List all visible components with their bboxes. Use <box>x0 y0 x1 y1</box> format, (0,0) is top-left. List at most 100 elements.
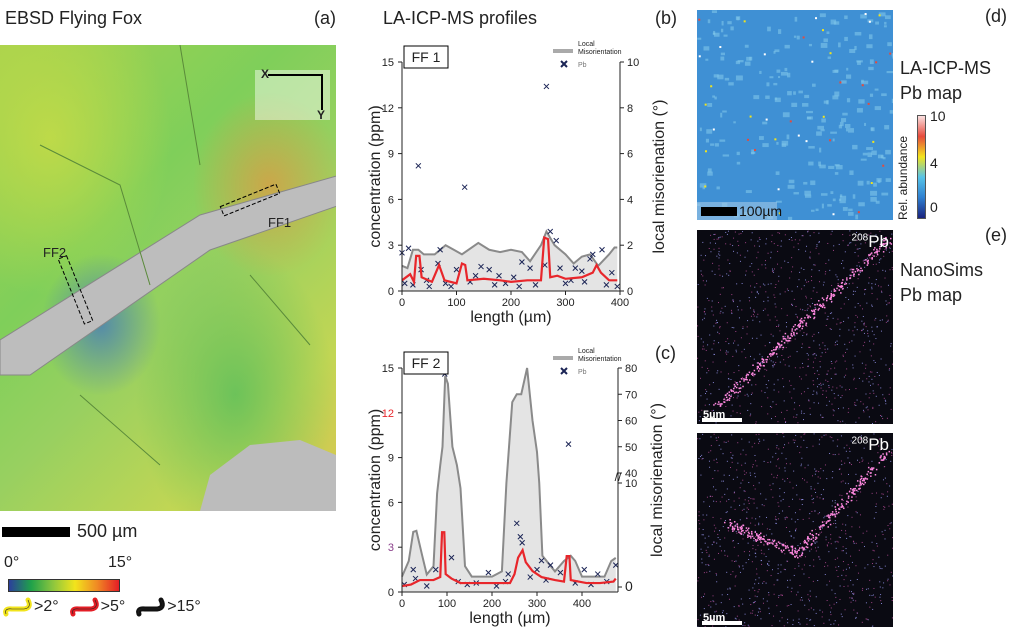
nanosims-count <box>835 274 837 276</box>
pb-map-texture <box>862 152 868 156</box>
nanosims-count <box>711 306 713 308</box>
nanosims-count <box>798 618 800 620</box>
pb-map-texture <box>714 96 717 100</box>
y2-tick-label: 10 <box>627 57 639 69</box>
nanosims-count <box>743 508 745 510</box>
nanosims-count <box>822 470 824 472</box>
nanosims-vein-count <box>797 324 799 327</box>
nanosims-count <box>786 478 788 480</box>
nanosims-count <box>839 385 841 387</box>
nanosims-count <box>765 582 767 584</box>
nanosims-vein-count <box>806 543 809 546</box>
nanosims-vein-count <box>794 547 797 550</box>
nanosims-count <box>698 458 700 460</box>
nanosims-count <box>798 562 800 564</box>
nanosims-vein-count <box>798 326 801 328</box>
nanosims-vein-count <box>843 507 845 510</box>
nanosims-count <box>772 270 774 272</box>
nanosims-count <box>753 311 755 313</box>
nanosims-count <box>819 558 821 560</box>
nanosims-count <box>811 302 813 304</box>
nanosims-count <box>749 307 751 309</box>
nanosims-count <box>864 293 866 295</box>
nanosims-count <box>715 610 717 612</box>
nanosims-count <box>809 407 811 409</box>
nanosims-count <box>738 370 740 372</box>
nanosims-vein-count <box>759 536 762 539</box>
nanosims-vein-count <box>859 481 862 484</box>
nanosims-count <box>737 240 739 242</box>
nanosims-count <box>813 287 815 289</box>
nanosims-count <box>872 263 874 265</box>
pb-map-texture <box>847 128 854 133</box>
nanosims-count <box>818 281 820 283</box>
nanosims-count <box>799 585 801 587</box>
nanosims-count <box>880 415 882 417</box>
nanosims-count <box>769 405 771 407</box>
nanosims-count <box>711 544 713 546</box>
nanosims-vein-count <box>852 490 855 492</box>
nanosims-count <box>725 341 727 343</box>
nanosims-count <box>843 579 845 581</box>
nanosims-vein-count <box>882 251 885 253</box>
nanosims-vein-count <box>826 521 828 523</box>
nanosims-vein-count <box>805 546 808 548</box>
nanosims-count <box>799 271 801 273</box>
nanosims-count <box>859 234 861 236</box>
nanosims-vein-count <box>771 354 774 356</box>
nanosims-vein-count <box>813 313 815 315</box>
nanosims-count <box>818 383 820 385</box>
nanosims-count <box>746 517 748 519</box>
nanosims-count <box>807 365 809 367</box>
pb-map-texture <box>889 110 894 114</box>
nanosims-count <box>855 388 857 390</box>
nanosims-count <box>751 271 753 273</box>
nanosims-count <box>815 491 817 493</box>
nanosims-count <box>765 238 767 240</box>
nanosims-count <box>812 502 814 504</box>
nanosims-vein-count <box>735 386 738 389</box>
nanosims-count <box>831 312 833 314</box>
nanosims-vein-count <box>880 459 883 461</box>
nanosims-count <box>704 626 706 628</box>
nanosims-count <box>872 406 874 408</box>
nanosims-count <box>708 300 710 302</box>
nanosims-count <box>857 459 859 461</box>
nanosims-count <box>814 510 816 512</box>
nanosims-count <box>732 301 734 303</box>
nanosims-count <box>758 524 760 526</box>
nanosims-count <box>819 512 821 514</box>
nanosims-count <box>750 315 752 317</box>
nanosims-count <box>785 542 787 544</box>
pb-map-texture <box>796 35 800 40</box>
nanosims-count <box>758 607 760 609</box>
nanosims-count <box>718 251 720 253</box>
nanosims-count <box>718 238 720 240</box>
pb-map-texture <box>875 200 880 204</box>
nanosims-count <box>859 271 861 273</box>
nanosims-count <box>869 606 871 608</box>
pb-map-texture <box>832 95 839 100</box>
nanosims-count <box>742 534 744 536</box>
nanosims-vein-count <box>833 290 836 292</box>
nanosims-count <box>749 265 751 267</box>
nanosims-vein-count <box>728 394 731 396</box>
nanosims-count <box>866 302 868 304</box>
nanosims-count <box>765 260 767 262</box>
nanosims-count <box>863 411 865 413</box>
pb-map-texture <box>852 144 858 150</box>
nanosims-count <box>872 625 874 627</box>
nanosims-count <box>761 390 763 392</box>
pb-map-texture <box>882 156 886 160</box>
pb-map-texture <box>707 103 713 107</box>
nanosims-count <box>731 560 733 562</box>
nanosims-count <box>701 534 703 536</box>
nanosims-vein-count <box>825 522 828 524</box>
nanosims-count <box>826 318 828 320</box>
nanosims-count <box>757 240 759 242</box>
nanosims-count <box>887 320 889 322</box>
nanosims-count <box>825 536 827 538</box>
nanosims-count <box>735 524 737 526</box>
nanosims-count <box>889 247 891 249</box>
nanosims-count <box>725 512 727 514</box>
